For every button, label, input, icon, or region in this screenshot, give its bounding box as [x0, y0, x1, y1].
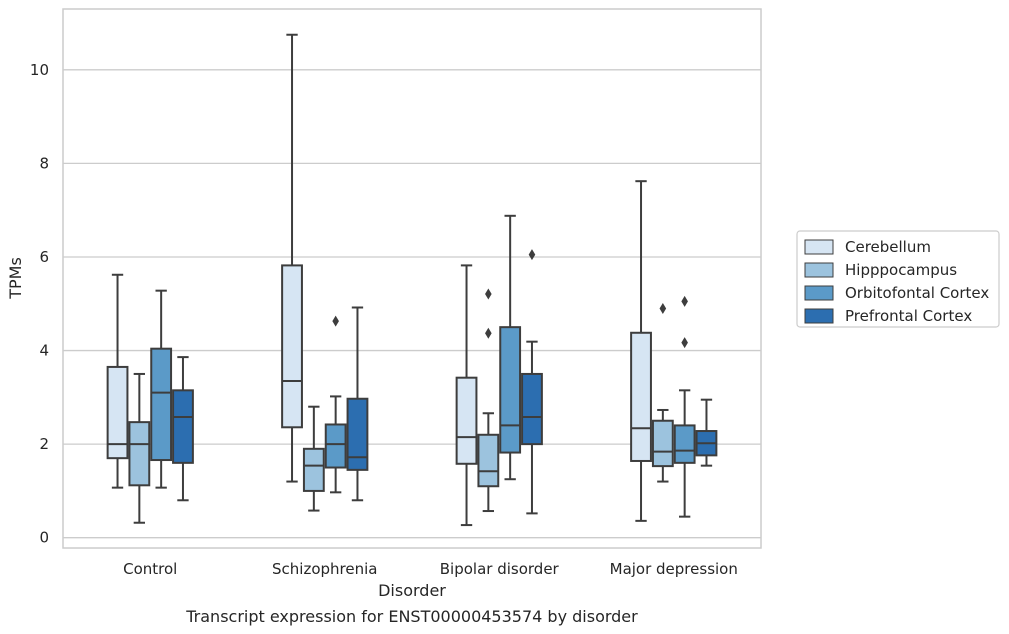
box-iqr	[128, 421, 151, 487]
box-iqr	[630, 331, 652, 462]
box-1-2	[324, 315, 347, 494]
legend-label-0: Cerebellum	[845, 238, 931, 256]
y-tick-label-6: 6	[39, 248, 49, 266]
outlier-0	[528, 249, 536, 261]
x-tick-label-1: Schizophrenia	[272, 560, 377, 578]
box-3-2	[673, 295, 696, 518]
chart-caption: Transcript expression for ENST0000045357…	[185, 607, 638, 626]
y-tick-label-4: 4	[39, 342, 49, 360]
y-tick-label-10: 10	[30, 61, 49, 79]
box-iqr	[172, 389, 194, 464]
box-3-3	[695, 398, 718, 467]
box-iqr	[455, 376, 478, 465]
box-3-1	[651, 302, 674, 483]
y-axis-label: TPMs	[6, 257, 25, 300]
y-tick-label-8: 8	[39, 154, 49, 172]
box-iqr	[324, 423, 347, 469]
plot-frame	[62, 8, 762, 549]
x-tick-labels: Control Schizophrenia Bipolar disorder Majo…	[123, 560, 738, 578]
box-1-0	[281, 33, 303, 483]
y-tick-label-2: 2	[39, 435, 49, 453]
box-2-3	[521, 249, 543, 515]
box-3-0	[630, 180, 652, 522]
box-0-3	[172, 356, 194, 502]
legend-swatch-1	[804, 262, 834, 278]
y-tick-labels: 0 2 4 6 8 10	[30, 61, 49, 547]
box-iqr	[521, 372, 543, 446]
legend-swatch-0	[804, 239, 834, 255]
box-iqr	[673, 424, 696, 464]
box-iqr	[302, 447, 325, 492]
box-series	[106, 33, 718, 527]
box-iqr	[150, 347, 173, 462]
box-0-1	[128, 372, 151, 524]
box-2-2	[499, 214, 522, 481]
box-0-0	[106, 273, 129, 489]
legend-label-2: Orbitofontal Cortex	[845, 284, 989, 302]
legend-label-3: Prefrontal Cortex	[845, 307, 972, 325]
outlier-0	[681, 337, 688, 349]
legend-frame	[796, 230, 1000, 328]
outlier-0	[485, 327, 492, 339]
x-tick-label-2: Bipolar disorder	[440, 560, 560, 578]
y-tick-label-0: 0	[39, 529, 49, 547]
box-0-2	[150, 289, 173, 489]
outlier-0	[659, 302, 667, 314]
x-tick-label-3: Major depression	[610, 560, 738, 578]
x-axis-label: Disorder	[378, 581, 446, 600]
box-1-1	[302, 405, 325, 512]
box-iqr	[281, 264, 303, 429]
box-iqr	[651, 419, 674, 468]
outlier-1	[681, 295, 688, 307]
box-2-0	[455, 264, 478, 527]
box-iqr	[346, 397, 369, 471]
box-iqr	[477, 433, 500, 488]
legend-swatch-2	[804, 285, 834, 301]
box-1-3	[346, 306, 369, 502]
legend: Cerebellum Hipppocampus Orbitofontal Corte…	[796, 230, 1000, 328]
box-iqr	[106, 365, 129, 460]
plot-background	[63, 9, 761, 548]
outlier-0	[332, 315, 339, 327]
box-iqr	[499, 326, 522, 454]
legend-label-1: Hipppocampus	[845, 261, 957, 279]
x-tick-label-0: Control	[123, 560, 177, 578]
outlier-1	[485, 288, 492, 300]
legend-swatch-3	[804, 308, 834, 324]
box-2-1	[477, 288, 500, 513]
